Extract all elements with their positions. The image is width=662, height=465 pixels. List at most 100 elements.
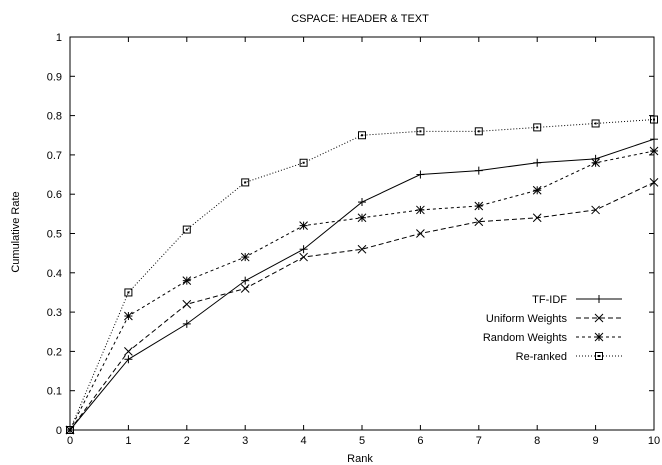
marker-dot (477, 130, 480, 133)
square-marker (650, 115, 658, 124)
marker-stroke (299, 221, 308, 230)
marker-stroke (591, 119, 600, 128)
marker-stroke (474, 127, 483, 136)
marker-stroke (474, 201, 484, 211)
marker-stroke (182, 299, 192, 309)
cross-marker (124, 347, 133, 356)
x-tick-label: 9 (593, 435, 599, 447)
plus-marker (182, 319, 191, 328)
marker-stroke (595, 352, 603, 360)
star-marker (649, 146, 659, 156)
x-tick-label: 1 (125, 435, 131, 447)
marker-dot (419, 130, 422, 133)
x-tick-label: 7 (476, 435, 482, 447)
star-marker (182, 276, 192, 286)
y-tick-label: 0 (56, 425, 62, 437)
marker-stroke (591, 205, 600, 215)
x-tick-label: 6 (417, 435, 423, 447)
marker-dot (653, 118, 655, 121)
marker-stroke (240, 284, 250, 293)
marker-stroke (124, 347, 133, 356)
marker-stroke (649, 178, 659, 187)
legend: TF-IDF Uniform Weights Random Weights Re-ra… (483, 294, 622, 363)
marker-stroke (416, 127, 425, 136)
x-tick-label: 0 (67, 435, 73, 447)
marker-dot (361, 134, 363, 137)
star-marker (357, 213, 367, 223)
y-tick-label: 1 (56, 32, 62, 44)
legend-label-uniform-weights: Uniform Weights (486, 313, 568, 325)
star-marker (474, 201, 484, 211)
marker-stroke (182, 276, 192, 286)
plot-frame (69, 36, 655, 431)
star-marker (124, 311, 133, 321)
marker-stroke (594, 313, 604, 323)
square-marker (66, 426, 74, 434)
marker-stroke (241, 178, 250, 187)
y-tick-label: 0.6 (47, 189, 62, 201)
square-marker (182, 225, 191, 234)
square-marker (533, 123, 542, 132)
marker-stroke (591, 158, 600, 168)
marker-stroke (240, 252, 250, 262)
marker-stroke (650, 115, 658, 124)
marker-stroke (299, 252, 308, 262)
square-marker (358, 131, 366, 140)
square-marker (299, 158, 308, 167)
marker-dot (302, 161, 305, 164)
square-marker (474, 127, 483, 136)
x-tick-label: 10 (648, 435, 660, 447)
plus-marker (124, 355, 133, 364)
marker-stroke (532, 185, 542, 195)
cross-marker (594, 313, 604, 323)
plus-marker (533, 158, 542, 167)
plus-marker (650, 135, 658, 144)
legend-label-re-ranked: Re-ranked (516, 351, 567, 363)
marker-stroke (533, 123, 542, 132)
y-tick-label: 0.4 (47, 268, 62, 280)
marker-stroke (124, 311, 133, 321)
y-tick-label: 0.5 (47, 229, 62, 241)
marker-stroke (594, 332, 604, 342)
marker-stroke (66, 426, 74, 434)
cross-marker (182, 299, 192, 309)
y-tick-label: 0.9 (47, 71, 62, 83)
plus-marker (299, 245, 308, 254)
x-tick-label: 4 (301, 435, 307, 447)
star-marker (594, 332, 604, 342)
y-tick-label: 0.8 (47, 111, 62, 123)
y-tick-label: 0.7 (47, 150, 62, 162)
x-tick-label: 5 (359, 435, 365, 447)
cross-marker (357, 244, 367, 254)
marker-dot (244, 181, 247, 184)
plus-marker (241, 276, 250, 285)
marker-stroke (299, 158, 308, 167)
marker-stroke (182, 225, 191, 234)
marker-stroke (474, 217, 484, 227)
star-marker (416, 205, 425, 215)
star-marker (532, 185, 542, 195)
cross-marker (240, 284, 250, 293)
marker-stroke (124, 288, 133, 297)
marker-stroke (357, 244, 367, 254)
x-tick-label: 2 (184, 435, 190, 447)
square-marker (124, 288, 133, 297)
square-marker (241, 178, 250, 187)
marker-dot (598, 355, 600, 357)
star-marker (240, 252, 250, 262)
marker-stroke (649, 146, 659, 156)
series-line-uniform-weights (69, 181, 655, 431)
cross-marker (591, 205, 600, 215)
cross-marker (474, 217, 484, 227)
series-line-re-ranked (69, 119, 655, 431)
legend-label-tf-idf: TF-IDF (532, 294, 567, 306)
cross-marker (532, 213, 542, 223)
square-marker (416, 127, 425, 136)
chart-title: CSPACE: HEADER & TEXT (291, 13, 429, 25)
marker-stroke (532, 213, 542, 223)
marker-stroke (416, 229, 425, 238)
x-tick-label: 8 (534, 435, 540, 447)
plus-marker (416, 170, 425, 179)
plus-marker (474, 166, 483, 175)
